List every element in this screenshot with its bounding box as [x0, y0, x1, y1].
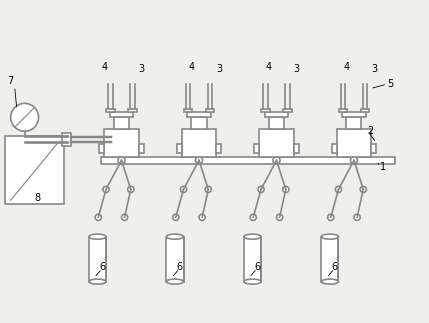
FancyBboxPatch shape [5, 136, 64, 204]
Text: 4: 4 [266, 62, 272, 72]
Circle shape [360, 186, 366, 193]
FancyBboxPatch shape [205, 109, 214, 112]
Circle shape [205, 186, 211, 193]
FancyBboxPatch shape [342, 112, 366, 117]
Circle shape [95, 214, 101, 220]
Ellipse shape [89, 279, 106, 284]
FancyBboxPatch shape [332, 144, 337, 153]
FancyBboxPatch shape [166, 237, 184, 282]
FancyBboxPatch shape [337, 129, 371, 157]
FancyBboxPatch shape [187, 112, 211, 117]
Circle shape [181, 186, 187, 193]
Text: 7: 7 [8, 76, 14, 86]
FancyBboxPatch shape [216, 144, 221, 153]
Text: 2: 2 [367, 126, 373, 136]
Text: 3: 3 [371, 64, 377, 74]
FancyBboxPatch shape [321, 237, 338, 282]
Text: 4: 4 [101, 62, 108, 72]
Circle shape [283, 186, 289, 193]
FancyBboxPatch shape [261, 109, 270, 112]
FancyBboxPatch shape [293, 144, 299, 153]
Text: 3: 3 [139, 64, 145, 74]
FancyBboxPatch shape [89, 237, 106, 282]
Ellipse shape [166, 234, 184, 239]
Ellipse shape [244, 279, 261, 284]
FancyBboxPatch shape [260, 129, 293, 157]
Circle shape [11, 103, 39, 131]
Circle shape [128, 186, 134, 193]
FancyBboxPatch shape [371, 144, 376, 153]
Text: 4: 4 [343, 62, 349, 72]
FancyBboxPatch shape [269, 117, 284, 129]
Circle shape [273, 157, 280, 164]
Text: 6: 6 [177, 262, 183, 272]
Circle shape [199, 214, 205, 220]
Circle shape [121, 214, 128, 220]
Circle shape [118, 157, 125, 164]
Circle shape [196, 157, 202, 164]
Circle shape [335, 186, 341, 193]
Text: 1: 1 [380, 162, 386, 172]
FancyBboxPatch shape [254, 144, 260, 153]
Circle shape [258, 186, 264, 193]
Text: 3: 3 [216, 64, 222, 74]
FancyBboxPatch shape [177, 144, 182, 153]
Text: 3: 3 [293, 64, 300, 74]
FancyBboxPatch shape [347, 117, 362, 129]
FancyBboxPatch shape [244, 237, 261, 282]
FancyBboxPatch shape [339, 109, 347, 112]
Circle shape [328, 214, 334, 220]
FancyBboxPatch shape [139, 144, 144, 153]
FancyBboxPatch shape [100, 157, 395, 164]
FancyBboxPatch shape [184, 109, 193, 112]
Circle shape [103, 186, 109, 193]
FancyBboxPatch shape [110, 112, 133, 117]
FancyBboxPatch shape [100, 144, 104, 153]
Text: 8: 8 [35, 193, 41, 203]
FancyBboxPatch shape [191, 117, 206, 129]
Text: 6: 6 [332, 262, 338, 272]
Ellipse shape [321, 234, 338, 239]
FancyBboxPatch shape [361, 109, 369, 112]
Text: 6: 6 [254, 262, 260, 272]
FancyBboxPatch shape [104, 129, 139, 157]
Text: 5: 5 [387, 79, 393, 89]
FancyBboxPatch shape [62, 133, 71, 146]
FancyBboxPatch shape [265, 112, 288, 117]
Ellipse shape [244, 234, 261, 239]
FancyBboxPatch shape [128, 109, 136, 112]
Ellipse shape [166, 279, 184, 284]
Text: 6: 6 [99, 262, 105, 272]
Circle shape [277, 214, 283, 220]
Circle shape [172, 214, 179, 220]
Circle shape [250, 214, 257, 220]
Circle shape [354, 214, 360, 220]
FancyBboxPatch shape [182, 129, 216, 157]
FancyBboxPatch shape [106, 109, 115, 112]
Circle shape [350, 157, 357, 164]
Text: 4: 4 [188, 62, 194, 72]
Ellipse shape [321, 279, 338, 284]
Ellipse shape [89, 234, 106, 239]
FancyBboxPatch shape [283, 109, 292, 112]
FancyBboxPatch shape [114, 117, 129, 129]
